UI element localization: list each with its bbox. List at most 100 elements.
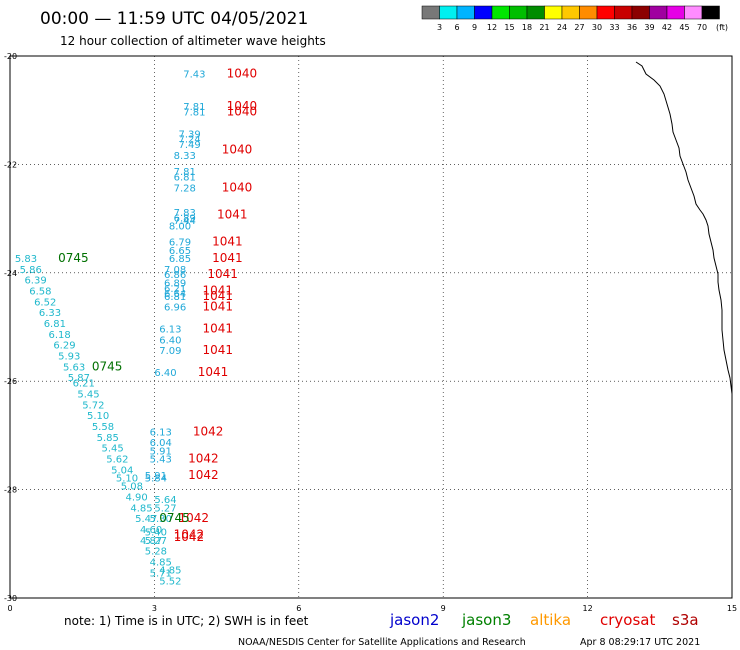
- wave-height-value: 6.21: [164, 284, 186, 295]
- scale-swatch: [544, 5, 563, 20]
- scale-swatch: [701, 5, 720, 20]
- scale-swatch: [456, 5, 475, 20]
- wave-height-value: 4.87: [140, 536, 162, 547]
- wave-height-value: 7.83: [174, 208, 196, 219]
- wave-height-value: 7.24: [178, 135, 200, 146]
- wave-height-value: 6.79: [169, 238, 191, 249]
- wave-height-value: 6.89: [164, 278, 186, 289]
- scale-swatch: [684, 5, 703, 20]
- wave-height-value: 4.90: [126, 492, 148, 503]
- wave-height-value: 7.81: [183, 108, 205, 119]
- wave-height-value: 6.40: [159, 335, 181, 346]
- scale-label: 36: [627, 23, 637, 32]
- pass-labels: 1040104010401040104010411041104110411041…: [58, 67, 257, 544]
- scale-label: 3: [437, 23, 442, 32]
- wave-height-value: 4.60: [140, 525, 162, 536]
- pass-time-label: 1041: [198, 365, 229, 379]
- wave-height-value: 5.45: [77, 389, 99, 400]
- wave-height-value: 7.81: [174, 167, 196, 178]
- wave-height-value: 7.09: [159, 346, 181, 357]
- scale-swatch: [421, 5, 440, 20]
- y-tick-label: -22: [4, 160, 17, 169]
- scale-swatch: [509, 5, 528, 20]
- wave-height-value: 6.81: [164, 292, 186, 303]
- scale-swatch: [631, 5, 650, 20]
- wave-height-value: 5.28: [145, 547, 167, 558]
- wave-height-value: 5.85: [97, 433, 119, 444]
- wave-height-value: 5.10: [116, 473, 138, 484]
- wave-height-value: 7.81: [183, 102, 205, 113]
- scale-label: 45: [679, 23, 689, 32]
- wave-height-value: 5.83: [15, 254, 37, 265]
- wave-height-value: 5.04: [111, 465, 133, 476]
- wave-height-value: 6.52: [34, 297, 56, 308]
- scale-label: 9: [472, 23, 477, 32]
- wave-height-value: 4.85: [159, 566, 181, 577]
- plot-frame: [9, 55, 733, 599]
- scale-swatch: [439, 5, 458, 20]
- scale-label: 42: [662, 23, 672, 32]
- color-scale: 3 6 9 12 15 18 21 24 27 30 33 36 39 42 45 70: [421, 5, 720, 32]
- chart-subtitle: 12 hour collection of altimeter wave hei…: [60, 34, 326, 48]
- pass-time-label: 1042: [188, 452, 219, 466]
- pass-time-label: 1041: [203, 283, 234, 297]
- wave-height-value: 6.13: [150, 427, 172, 438]
- wave-height-value: 6.58: [29, 286, 51, 297]
- wave-height-value: 7.44: [174, 216, 196, 227]
- satellite-jason3: jason3: [461, 611, 511, 629]
- satellite-legend: jason2 jason3 altika cryosat s3a: [389, 611, 699, 629]
- wave-height-value: 5.64: [154, 495, 176, 506]
- pass-time-label: 1040: [222, 181, 253, 195]
- scale-label: 39: [644, 23, 654, 32]
- axis-ticks: 0 3 6 9 12 15 -20 -22 -24 -26 -28 -30: [4, 52, 737, 613]
- wave-height-value: 7.39: [178, 129, 200, 140]
- chart-title: 00:00 — 11:59 UTC 04/05/2021: [40, 9, 308, 29]
- wave-height-value: 5.58: [92, 422, 114, 433]
- wave-height-value: 5.91: [150, 446, 172, 457]
- pass-time-label: 1042: [188, 468, 219, 482]
- wave-height-value: 5.62: [106, 455, 128, 466]
- scale-swatch: [474, 5, 493, 20]
- pass-time-label: 1041: [212, 251, 243, 265]
- wave-height-value: 5.47: [135, 514, 157, 525]
- wave-height-value: 5.87: [68, 373, 90, 384]
- wave-height-value: 6.18: [49, 330, 71, 341]
- pass-time-label: 1042: [178, 511, 209, 525]
- pass-time-label: 0745: [92, 359, 123, 373]
- scale-label: 30: [592, 23, 602, 32]
- wave-height-value: 7.43: [183, 70, 205, 81]
- pass-time-label: 1040: [227, 67, 258, 81]
- wave-height-value: 4.85: [150, 557, 172, 568]
- pass-time-label: 1041: [203, 289, 234, 303]
- wave-height-value: 5.43: [150, 455, 172, 466]
- scale-swatch: [649, 5, 668, 20]
- wave-height-value: 5.71: [150, 568, 172, 579]
- x-tick-label: 0: [7, 604, 12, 613]
- pass-time-label: 1040: [222, 143, 253, 157]
- wave-height-value: 5.30: [150, 514, 172, 525]
- wave-height-value: 5.40: [145, 528, 167, 539]
- wave-height-value: 6.81: [44, 319, 66, 330]
- scale-swatch: [491, 5, 510, 20]
- y-tick-label: -30: [4, 594, 17, 603]
- pass-time-label: 1041: [217, 208, 248, 222]
- wave-height-value: 6.39: [24, 276, 46, 287]
- pass-time-label: 1041: [203, 321, 234, 335]
- wave-height-value: 7.28: [174, 184, 196, 195]
- pass-time-label: 1041: [203, 343, 234, 357]
- scale-label: 70: [697, 23, 707, 32]
- wave-height-value: 6.85: [169, 254, 191, 265]
- timestamp-text: Apr 8 08:29:17 UTC 2021: [580, 637, 700, 648]
- wave-height-value: 5.27: [154, 503, 176, 514]
- pass-time-label: 1040: [227, 99, 258, 113]
- wave-height-value: 5.93: [58, 352, 80, 363]
- x-tick-label: 12: [583, 604, 593, 613]
- y-tick-label: -24: [4, 269, 17, 278]
- y-tick-label: -26: [4, 377, 17, 386]
- scale-label: 27: [574, 23, 584, 32]
- y-tick-label: -28: [4, 486, 17, 495]
- wave-height-value: 5.72: [82, 400, 104, 411]
- wave-height-value: 6.96: [164, 303, 186, 314]
- scale-label: 18: [522, 23, 532, 32]
- pass-time-label: 1040: [227, 105, 258, 119]
